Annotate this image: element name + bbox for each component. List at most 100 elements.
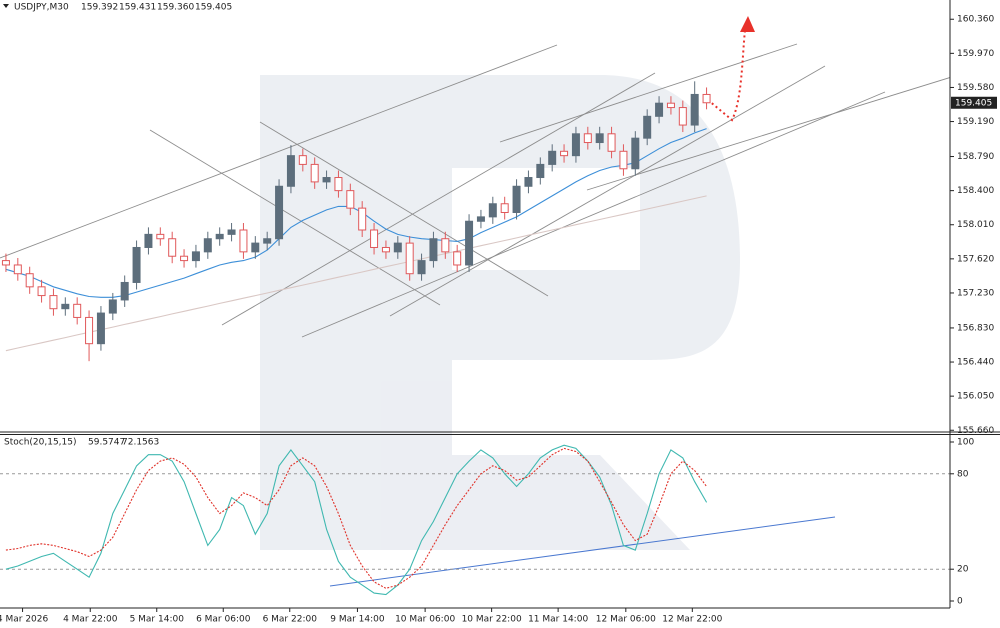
y-tick-label: 156.050 bbox=[957, 392, 994, 402]
y-tick-label: 159.580 bbox=[957, 83, 994, 93]
x-tick-label: 12 Mar 22:00 bbox=[662, 615, 722, 625]
candle-body bbox=[655, 102, 664, 117]
trend-line bbox=[0, 44, 558, 259]
stoch-line bbox=[5, 444, 708, 596]
candle-body bbox=[631, 137, 640, 170]
x-tick-label: 4 Mar 22:00 bbox=[63, 615, 118, 625]
candle-body bbox=[73, 303, 82, 318]
candle-body bbox=[132, 246, 141, 283]
x-tick-label: 5 Mar 14:00 bbox=[130, 615, 185, 625]
candle-body bbox=[1, 260, 10, 266]
candle-body bbox=[144, 233, 153, 248]
candle-body bbox=[239, 229, 248, 253]
trend-line bbox=[499, 43, 798, 143]
candle-body bbox=[536, 163, 545, 179]
candle-body bbox=[286, 155, 295, 187]
candle-body bbox=[548, 150, 557, 165]
candle-body bbox=[108, 299, 117, 314]
ohlc-close: 159.405 bbox=[195, 3, 232, 13]
y-tick-label: 158.790 bbox=[957, 152, 994, 162]
moving-average bbox=[5, 195, 707, 352]
candle-body bbox=[85, 316, 94, 345]
y-tick-label: 158.010 bbox=[957, 220, 994, 230]
watermark bbox=[260, 75, 740, 550]
candle-body bbox=[643, 115, 652, 139]
y-tick-label: 158.400 bbox=[957, 186, 994, 196]
candle-body bbox=[346, 190, 355, 209]
candle-body bbox=[227, 229, 236, 235]
candle-body bbox=[275, 185, 284, 240]
candle-body bbox=[310, 163, 319, 183]
candle-body bbox=[263, 238, 272, 244]
candle-body bbox=[453, 251, 462, 266]
candle-body bbox=[322, 177, 331, 183]
x-tick-label: 4 Mar 2026 bbox=[0, 615, 48, 625]
candle-body bbox=[465, 220, 474, 266]
plot-layer: 160.360 159.970 159.580 159.190 158.790 158.4… bbox=[0, 15, 997, 625]
candle-body bbox=[251, 242, 260, 253]
ohlc-open: 159.392 bbox=[81, 3, 118, 13]
candle-body bbox=[429, 238, 438, 262]
candle-body bbox=[619, 150, 628, 170]
menu-caret[interactable] bbox=[3, 4, 9, 8]
candle-body bbox=[13, 264, 22, 275]
candle-body bbox=[524, 177, 533, 187]
candle-body bbox=[180, 255, 189, 262]
candle-body bbox=[666, 102, 675, 109]
candle-body bbox=[488, 203, 497, 218]
candle-body bbox=[49, 295, 58, 310]
indicator-k: 59.5747 bbox=[88, 438, 125, 448]
candle-body bbox=[37, 286, 46, 297]
candle-body bbox=[476, 216, 485, 222]
candle-body bbox=[298, 155, 307, 165]
x-tick-label: 10 Mar 22:00 bbox=[462, 615, 522, 625]
candle-body bbox=[583, 133, 592, 144]
candle-body bbox=[156, 233, 165, 240]
x-tick-label: 10 Mar 06:00 bbox=[395, 615, 455, 625]
y-tick-label: 159.970 bbox=[957, 49, 994, 59]
current-price-box bbox=[951, 96, 997, 109]
ohlc-low: 159.360 bbox=[157, 3, 194, 13]
y-tick-label: 157.620 bbox=[957, 254, 994, 264]
trend-line bbox=[149, 129, 441, 306]
y-tick-label: 160.360 bbox=[957, 15, 994, 25]
candle-body bbox=[405, 242, 414, 275]
stoch-panel bbox=[0, 444, 950, 596]
y-tick-label: 157.230 bbox=[957, 288, 994, 298]
candle-body bbox=[96, 312, 105, 345]
price-panel bbox=[1, 81, 711, 362]
candle-body bbox=[334, 177, 343, 192]
x-tick-label: 9 Mar 14:00 bbox=[330, 615, 385, 625]
trend-line bbox=[301, 91, 886, 338]
candle-body bbox=[607, 133, 616, 152]
candle-body bbox=[370, 229, 379, 248]
y-tick-label: 0 bbox=[957, 597, 963, 607]
y-tick-label: 156.440 bbox=[957, 358, 994, 368]
y-tick-label: 159.190 bbox=[957, 117, 994, 127]
stoch-trend-line bbox=[329, 516, 836, 587]
candle-body bbox=[393, 242, 402, 253]
stoch-line bbox=[5, 447, 708, 589]
candle-body bbox=[215, 233, 224, 240]
candle-body bbox=[702, 93, 711, 104]
trend-line bbox=[259, 121, 549, 297]
candle-body bbox=[500, 203, 509, 214]
candle-body bbox=[381, 246, 390, 253]
candle-body bbox=[560, 150, 569, 157]
x-tick-label: 6 Mar 06:00 bbox=[196, 615, 251, 625]
candle-body bbox=[120, 281, 129, 301]
indicator-d: 72.1563 bbox=[122, 438, 159, 448]
candle-body bbox=[61, 303, 70, 310]
current-price: 159.405 bbox=[955, 98, 992, 108]
candle-body bbox=[678, 107, 687, 126]
trend-line bbox=[586, 77, 950, 191]
candle-body bbox=[203, 238, 212, 253]
x-tick-label: 12 Mar 06:00 bbox=[596, 615, 656, 625]
ohlc-high: 159.431 bbox=[119, 3, 156, 13]
candle-body bbox=[358, 207, 367, 231]
candle-body bbox=[690, 93, 699, 126]
symbol-label: USDJPY,M30 bbox=[14, 3, 69, 13]
y-tick-label: 20 bbox=[957, 565, 969, 575]
